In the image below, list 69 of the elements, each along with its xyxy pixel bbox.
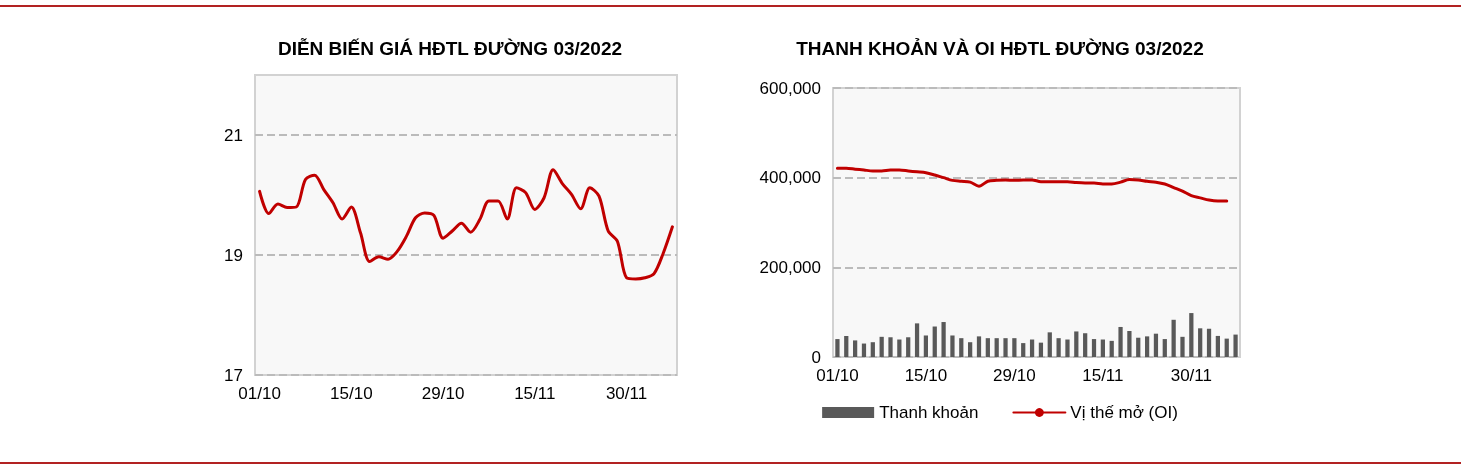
bar [1171, 319, 1176, 357]
bar [1118, 326, 1123, 357]
bar [1215, 335, 1220, 357]
y-tick-label: 200,000 [759, 257, 821, 277]
bar [1047, 332, 1052, 357]
bar [888, 337, 893, 357]
bar [870, 342, 875, 357]
x-tick-label: 15/10 [330, 384, 373, 403]
bar [897, 339, 902, 357]
x-tick-label: 15/10 [904, 366, 948, 385]
y-tick-label: 19 [224, 245, 243, 265]
chart-title: DIỄN BIẾN GIÁ HĐTL ĐƯỜNG 03/2022 [277, 38, 623, 59]
bar [1029, 339, 1035, 357]
bar [923, 335, 929, 357]
y-tick-label: 21 [224, 125, 243, 145]
chart-title: THANH KHOẢN VÀ OI HĐTL ĐƯỜNG 03/2022 [796, 38, 1204, 59]
bar [1136, 337, 1141, 357]
line-series [258, 168, 674, 281]
bar [1100, 339, 1105, 357]
bar [1065, 339, 1070, 357]
bar [1109, 340, 1114, 357]
bar [968, 342, 973, 357]
bar [1056, 338, 1061, 357]
bar [994, 338, 999, 357]
bar [1206, 328, 1212, 357]
legend-label: Thanh khoản [879, 403, 979, 422]
x-tick-label: 29/10 [993, 366, 1036, 385]
bar [1038, 342, 1044, 357]
bar [1083, 333, 1088, 357]
bar [1144, 336, 1150, 357]
bar [861, 343, 867, 357]
bar [853, 340, 858, 357]
x-tick-label: 15/11 [514, 384, 556, 403]
y-tick-label: 17 [224, 365, 243, 385]
bar [1189, 313, 1194, 357]
bar [1003, 338, 1008, 357]
bar [1127, 331, 1132, 357]
bar [906, 337, 911, 357]
bar [1198, 328, 1203, 357]
legend-label: Vị thế mở (OI) [1070, 403, 1178, 422]
bar [941, 322, 946, 357]
bar [914, 323, 920, 357]
bar [1180, 336, 1185, 357]
bar [950, 335, 955, 357]
bar [1233, 334, 1238, 357]
bar [976, 336, 982, 357]
bar [879, 336, 884, 357]
bar [1153, 333, 1159, 357]
x-tick-label: 30/11 [1170, 366, 1212, 385]
bar [1162, 339, 1167, 357]
x-tick-label: 01/10 [816, 366, 859, 385]
bar [1012, 338, 1017, 357]
bar [1224, 338, 1229, 357]
bar [959, 338, 964, 357]
bar [1074, 331, 1079, 357]
bar [1091, 339, 1097, 357]
x-tick-label: 01/10 [238, 384, 281, 403]
line-series [835, 166, 1229, 203]
y-tick-label: 600,000 [759, 78, 821, 98]
bar [835, 339, 840, 357]
x-tick-label: 15/11 [1082, 366, 1124, 385]
y-tick-label: 400,000 [759, 168, 821, 188]
bar [985, 338, 990, 357]
y-tick-label: 0 [811, 347, 821, 367]
bar [932, 326, 937, 357]
x-tick-label: 29/10 [421, 384, 465, 403]
x-tick-label: 30/11 [605, 384, 648, 403]
bar [844, 335, 849, 357]
bar [1021, 343, 1026, 357]
